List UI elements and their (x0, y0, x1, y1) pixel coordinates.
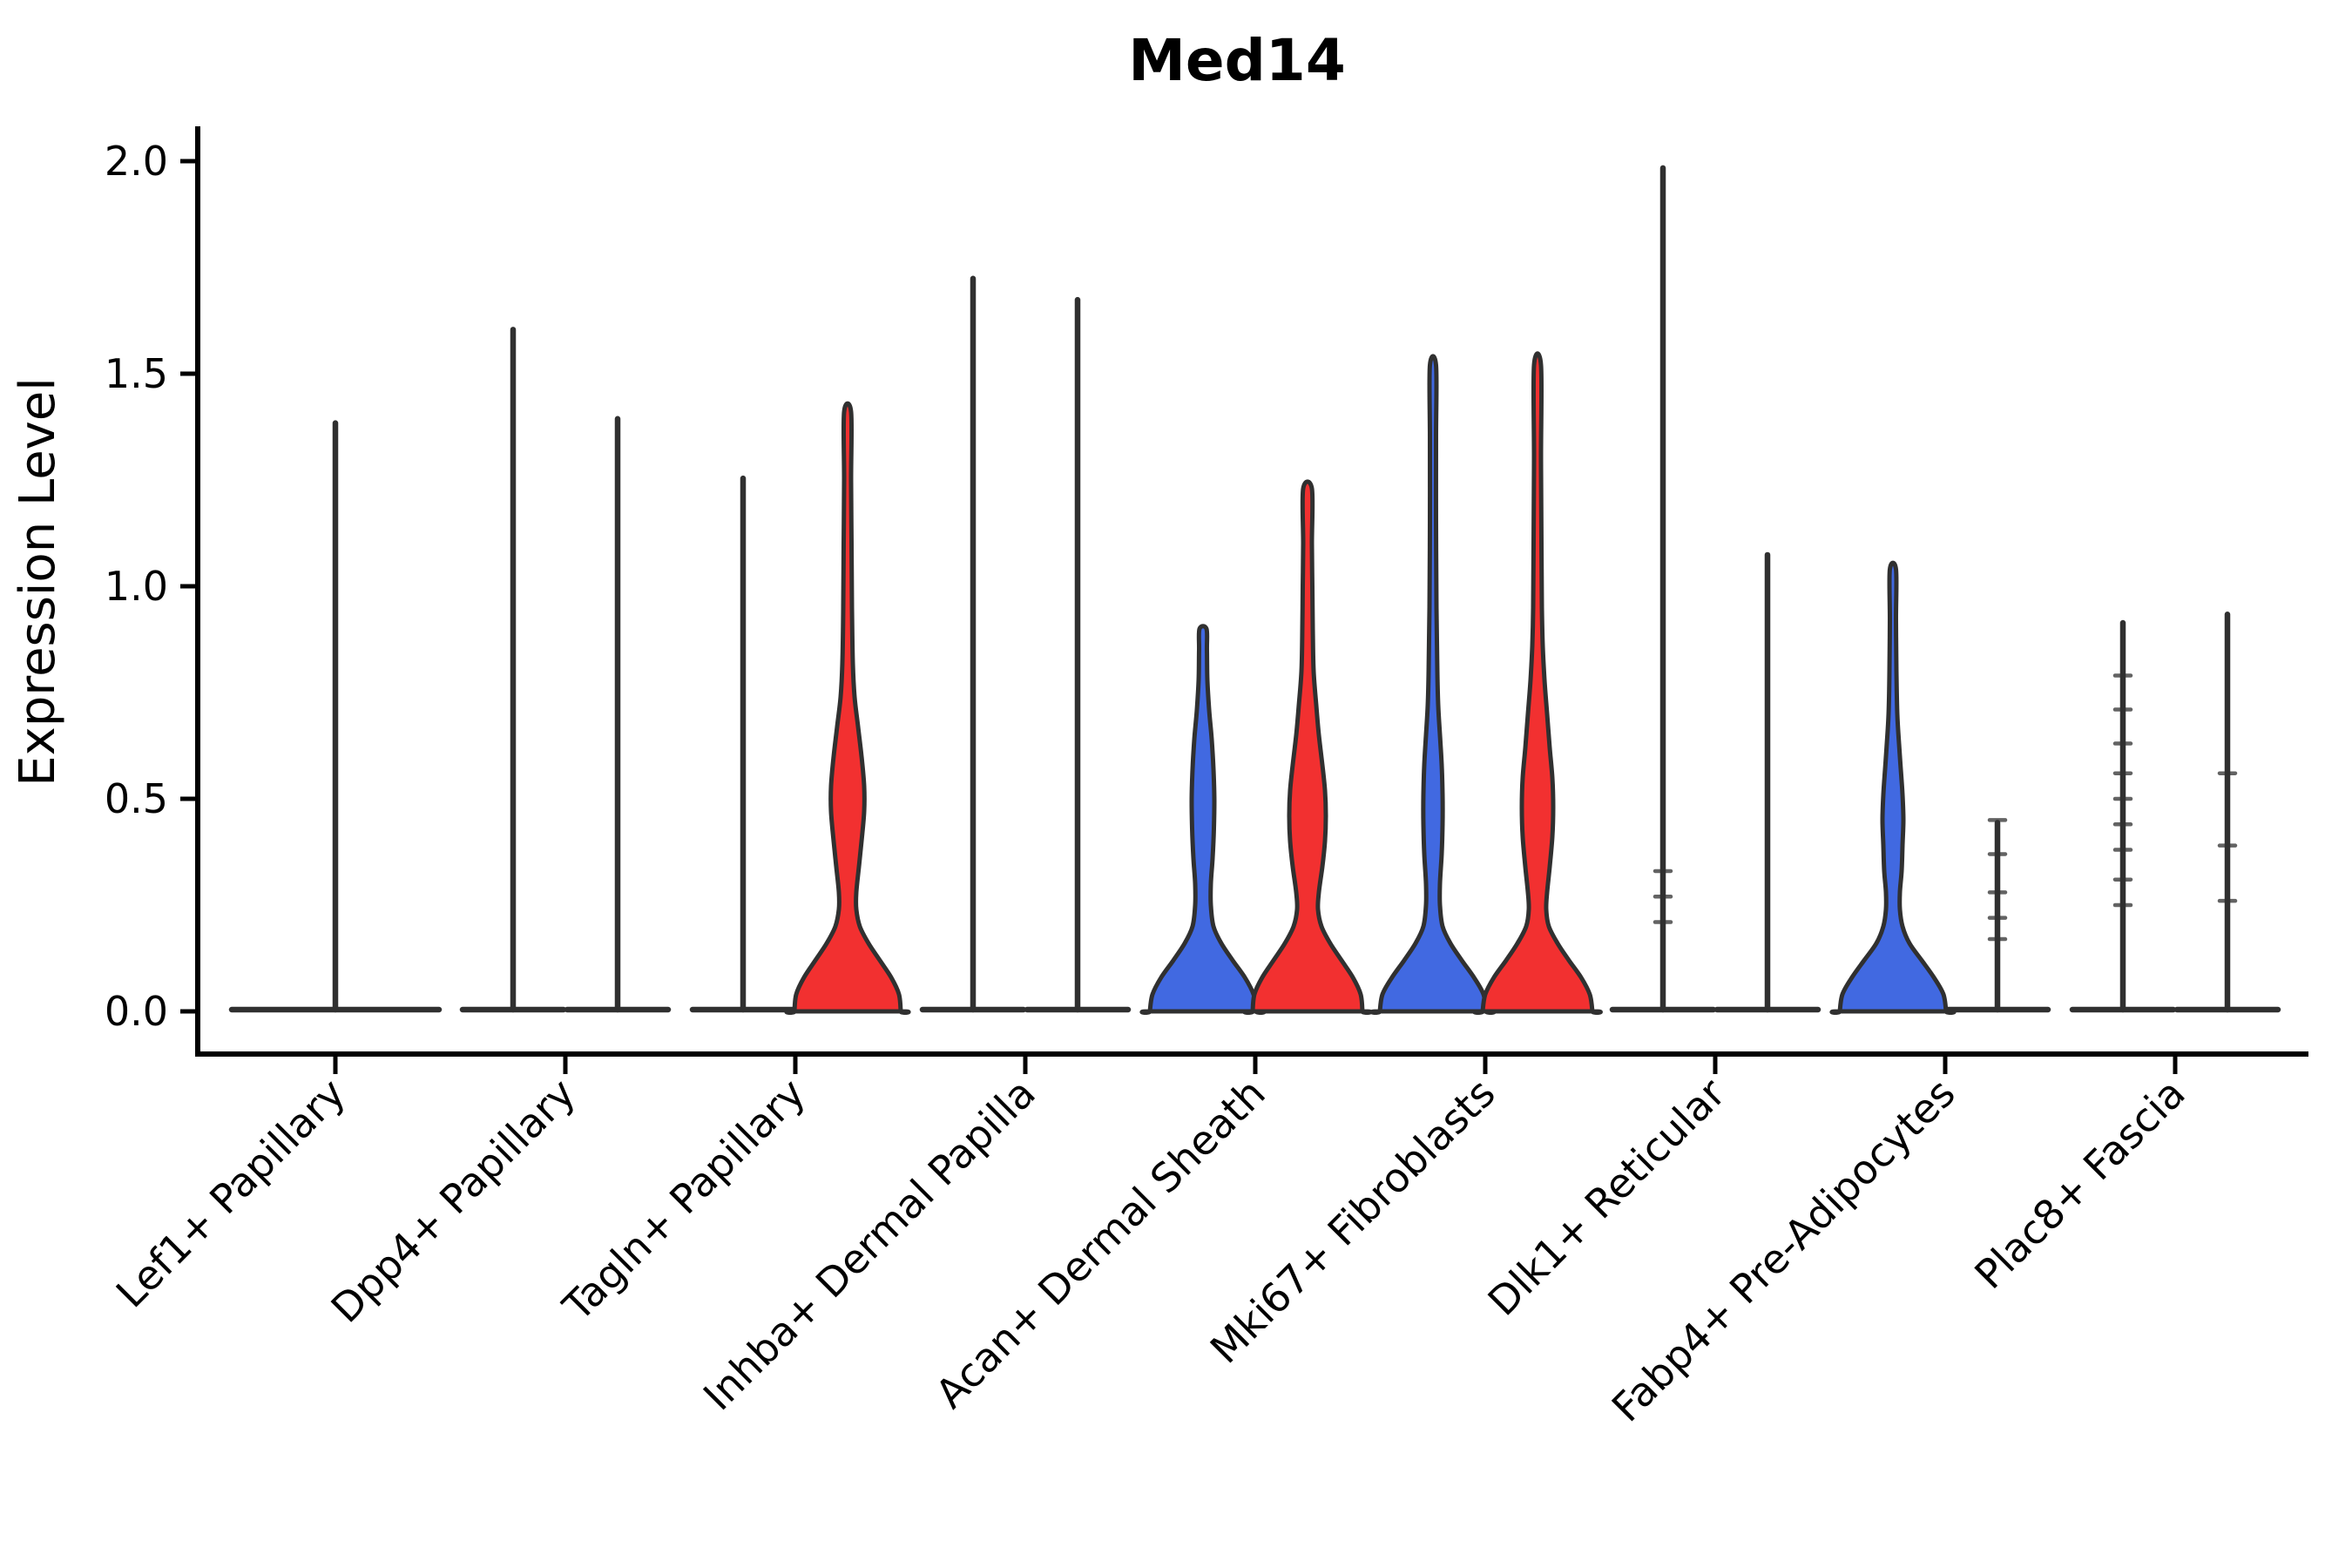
x-category-label: Lef1+ Papillary (107, 1070, 355, 1317)
violin-tagln-papillary-right (784, 401, 911, 1015)
y-tick-label: 2.0 (105, 138, 168, 185)
x-category-label: Dlk1+ Reticular (1479, 1070, 1734, 1325)
violin-mki67-fibroblasts-left (1369, 354, 1497, 1015)
violin-acan-dermal-sheath-right (1242, 479, 1373, 1015)
chart-title: Med14 (1128, 27, 1346, 94)
violin-mki67-fibroblasts-right (1472, 351, 1603, 1015)
y-tick-label: 0.0 (105, 988, 168, 1035)
violin-acan-dermal-sheath-left (1139, 624, 1267, 1015)
x-category-label: Dpp4+ Papillary (322, 1070, 585, 1332)
y-tick-label: 0.5 (105, 775, 168, 822)
y-tick-label: 1.0 (105, 563, 168, 610)
x-category-label: Plac8+ Fascia (1965, 1070, 2193, 1298)
x-category-label: Tagln+ Papillary (553, 1070, 814, 1331)
y-axis-label: Expression Level (10, 377, 66, 787)
violin-fabp4-pre-adipocytes-left (1829, 560, 1957, 1015)
y-tick-label: 1.5 (105, 350, 168, 397)
